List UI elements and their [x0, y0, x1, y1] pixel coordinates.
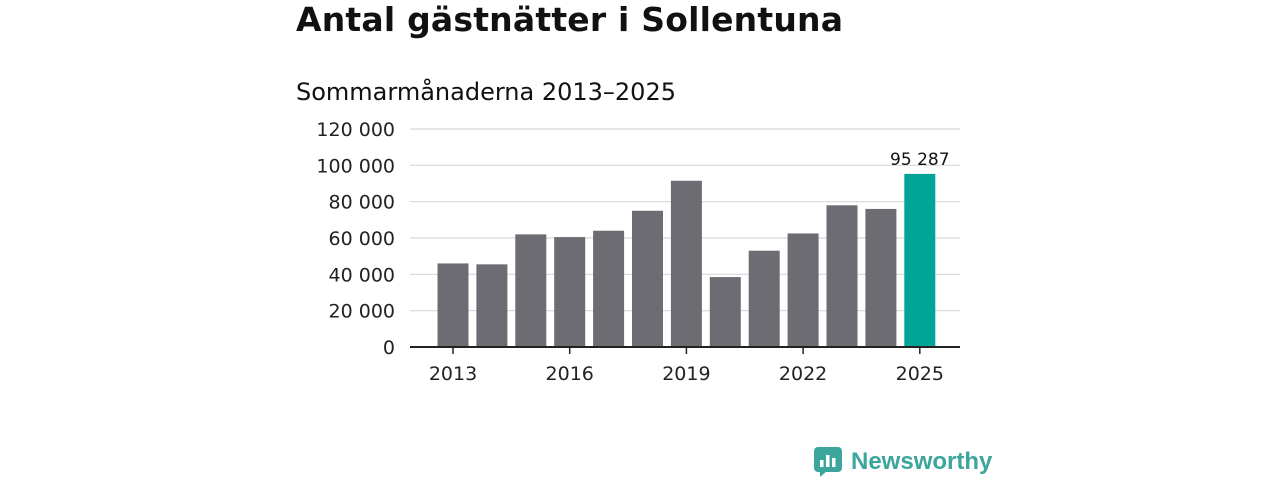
newsworthy-logo-icon — [814, 447, 842, 477]
y-tick-label: 60 000 — [329, 228, 395, 250]
y-tick-label: 20 000 — [329, 301, 395, 323]
bar — [748, 250, 780, 347]
chart-subtitle: Sommarmånaderna 2013–2025 — [296, 78, 676, 106]
x-tick-label: 2016 — [546, 363, 594, 385]
chart-title: Antal gästnätter i Sollentuna — [296, 0, 844, 39]
bar — [632, 210, 663, 347]
y-tick-label: 40 000 — [329, 264, 395, 286]
y-tick-label: 100 000 — [316, 155, 395, 177]
x-tick-label: 2022 — [779, 363, 827, 385]
bar — [515, 234, 547, 347]
bar — [476, 264, 508, 347]
bar — [787, 233, 819, 347]
bar — [826, 205, 858, 347]
bar — [554, 237, 586, 347]
newsworthy-logo-text: Newsworthy — [851, 448, 993, 475]
newsworthy-logo: Newsworthy — [814, 445, 992, 479]
data-label: 95 287 — [890, 150, 949, 170]
x-tick-label: 2025 — [896, 363, 944, 385]
bar — [593, 230, 625, 347]
y-tick-label: 0 — [383, 337, 395, 359]
y-tick-label: 120 000 — [316, 119, 395, 141]
bar — [437, 263, 469, 347]
x-tick-label: 2013 — [429, 363, 477, 385]
y-tick-label: 80 000 — [329, 192, 395, 214]
x-tick-label: 2019 — [662, 363, 710, 385]
bar — [670, 180, 702, 347]
bar — [709, 277, 741, 347]
bar — [865, 208, 897, 347]
bar — [904, 173, 936, 347]
